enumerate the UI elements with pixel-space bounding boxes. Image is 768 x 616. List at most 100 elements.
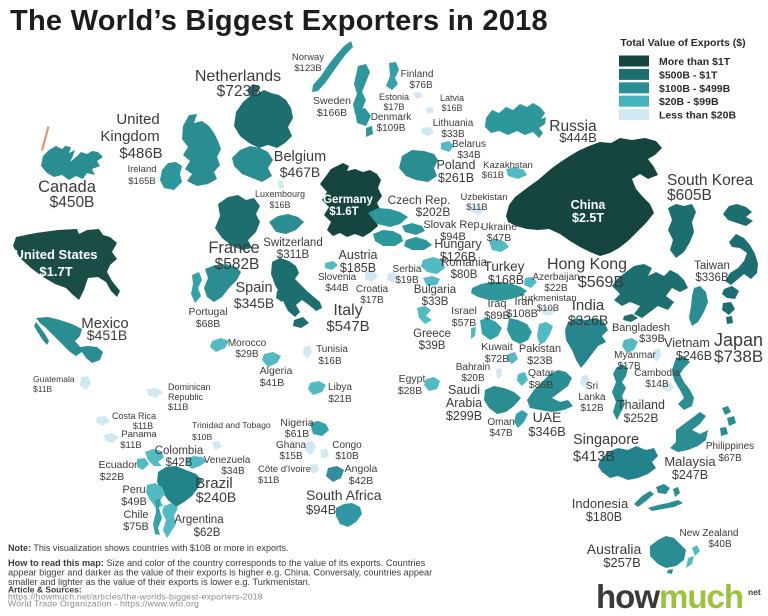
svg-text:appear bigger and darker as th: appear bigger and darker as the value of… xyxy=(8,568,432,578)
svg-text:Sweden: Sweden xyxy=(313,95,351,107)
svg-text:Brazil: Brazil xyxy=(195,475,233,492)
svg-text:$34B: $34B xyxy=(457,150,481,161)
svg-text:Ukraine: Ukraine xyxy=(481,221,517,233)
svg-text:$451B: $451B xyxy=(87,327,127,343)
svg-text:$19B: $19B xyxy=(395,275,419,286)
svg-text:Slovenia: Slovenia xyxy=(318,272,357,283)
svg-text:Egypt: Egypt xyxy=(399,373,426,385)
svg-text:$80B: $80B xyxy=(451,269,478,281)
svg-text:$89B: $89B xyxy=(484,310,510,322)
svg-text:$20B: $20B xyxy=(461,373,485,384)
svg-text:$16B: $16B xyxy=(318,356,342,367)
svg-text:$202B: $202B xyxy=(416,205,451,219)
svg-text:howmuch: howmuch xyxy=(596,578,743,615)
svg-text:net: net xyxy=(748,587,761,597)
svg-text:Total Value of Exports ($): Total Value of Exports ($) xyxy=(620,37,745,49)
svg-text:Tunisia: Tunisia xyxy=(316,344,348,355)
svg-text:$23B: $23B xyxy=(527,355,553,367)
svg-text:$11B: $11B xyxy=(466,202,487,213)
svg-text:$450B: $450B xyxy=(50,194,95,211)
svg-text:$42B: $42B xyxy=(349,475,374,487)
svg-text:$22B: $22B xyxy=(100,471,125,483)
svg-text:Ecuador: Ecuador xyxy=(98,459,138,471)
svg-text:$345B: $345B xyxy=(234,295,274,311)
svg-text:Libya: Libya xyxy=(328,382,352,393)
svg-text:$582B: $582B xyxy=(215,256,260,273)
svg-text:$44B: $44B xyxy=(325,283,349,294)
svg-text:Canada: Canada xyxy=(38,178,97,196)
svg-text:$168B: $168B xyxy=(488,273,524,287)
svg-text:Argentina: Argentina xyxy=(174,514,224,526)
svg-text:Angola: Angola xyxy=(345,463,378,475)
svg-text:$41B: $41B xyxy=(260,377,285,389)
svg-text:$17B: $17B xyxy=(617,361,641,372)
svg-text:Turkmenistan: Turkmenistan xyxy=(519,293,576,304)
svg-text:India: India xyxy=(572,297,605,314)
svg-text:Netherlands: Netherlands xyxy=(195,68,281,85)
svg-text:$126B: $126B xyxy=(440,250,476,264)
svg-text:UAE: UAE xyxy=(533,409,562,425)
svg-text:Dominican: Dominican xyxy=(168,382,211,392)
svg-text:$40B: $40B xyxy=(708,539,732,550)
svg-text:Austria: Austria xyxy=(339,248,378,262)
svg-text:Vietnam: Vietnam xyxy=(664,336,710,350)
svg-text:$165B: $165B xyxy=(128,176,155,187)
svg-text:Hungary: Hungary xyxy=(434,237,482,251)
svg-text:Switzerland: Switzerland xyxy=(263,237,322,249)
svg-text:The World’s Biggest Exporters: The World’s Biggest Exporters in 2018 xyxy=(10,5,548,37)
svg-text:$49B: $49B xyxy=(121,496,147,508)
svg-text:$29B: $29B xyxy=(235,349,259,360)
svg-text:$61B: $61B xyxy=(285,428,310,440)
svg-text:Singapore: Singapore xyxy=(573,432,639,448)
svg-text:$252B: $252B xyxy=(624,411,659,425)
svg-text:$336B: $336B xyxy=(695,272,729,284)
svg-text:South Korea: South Korea xyxy=(667,172,754,189)
svg-text:$185B: $185B xyxy=(340,261,376,275)
svg-text:$11B: $11B xyxy=(258,475,279,486)
svg-text:$500B - $1T: $500B - $1T xyxy=(659,69,718,81)
svg-text:$86B: $86B xyxy=(529,379,554,391)
svg-text:Israel: Israel xyxy=(451,305,477,317)
svg-text:Venezuela: Venezuela xyxy=(204,455,251,466)
svg-text:$346B: $346B xyxy=(528,424,566,439)
svg-text:Romania: Romania xyxy=(441,257,488,269)
svg-text:$11B: $11B xyxy=(120,440,141,451)
svg-text:Iraq: Iraq xyxy=(488,298,507,310)
svg-text:Portugal: Portugal xyxy=(188,306,227,318)
svg-text:Malaysia: Malaysia xyxy=(664,454,716,469)
svg-text:Kuwait: Kuwait xyxy=(481,341,513,353)
svg-text:$11B: $11B xyxy=(33,384,53,394)
svg-text:$20B - $99B: $20B - $99B xyxy=(659,96,719,108)
svg-text:$261B: $261B xyxy=(438,171,474,185)
svg-text:$166B: $166B xyxy=(317,107,347,119)
svg-text:Chile: Chile xyxy=(123,509,148,521)
svg-text:$547B: $547B xyxy=(326,318,369,335)
svg-text:Azerbaijan: Azerbaijan xyxy=(532,272,579,283)
svg-text:$47B: $47B xyxy=(489,428,513,439)
svg-text:Turkey: Turkey xyxy=(484,259,525,274)
svg-text:$11B: $11B xyxy=(133,421,153,431)
svg-text:More than $1T: More than $1T xyxy=(659,56,731,68)
svg-text:Uzbekistan: Uzbekistan xyxy=(461,192,508,203)
svg-text:$123B: $123B xyxy=(294,63,321,74)
svg-text:Nigeria: Nigeria xyxy=(280,417,313,429)
svg-text:$11B: $11B xyxy=(168,402,188,412)
svg-text:smaller and lighter as the val: smaller and lighter as the value of thei… xyxy=(8,577,310,587)
svg-text:Japan: Japan xyxy=(714,330,763,350)
svg-text:Arabia: Arabia xyxy=(446,396,482,410)
svg-text:$738B: $738B xyxy=(714,347,763,366)
svg-text:$94B: $94B xyxy=(440,231,466,243)
svg-text:Panama: Panama xyxy=(121,429,157,440)
svg-text:$311B: $311B xyxy=(277,249,310,261)
svg-text:$326B: $326B xyxy=(568,312,608,328)
svg-text:Philippines: Philippines xyxy=(706,441,754,452)
svg-text:United States: United States xyxy=(14,247,97,262)
svg-text:$1.6T: $1.6T xyxy=(329,206,358,218)
svg-text:Côte d'Ivoire: Côte d'Ivoire xyxy=(258,464,311,475)
svg-text:$39B: $39B xyxy=(419,340,446,352)
svg-text:Greece: Greece xyxy=(413,328,451,340)
svg-text:Taiwan: Taiwan xyxy=(694,260,730,272)
svg-text:Iran: Iran xyxy=(515,296,534,308)
svg-text:Thailand: Thailand xyxy=(617,398,665,412)
svg-text:Colombia: Colombia xyxy=(155,445,204,457)
